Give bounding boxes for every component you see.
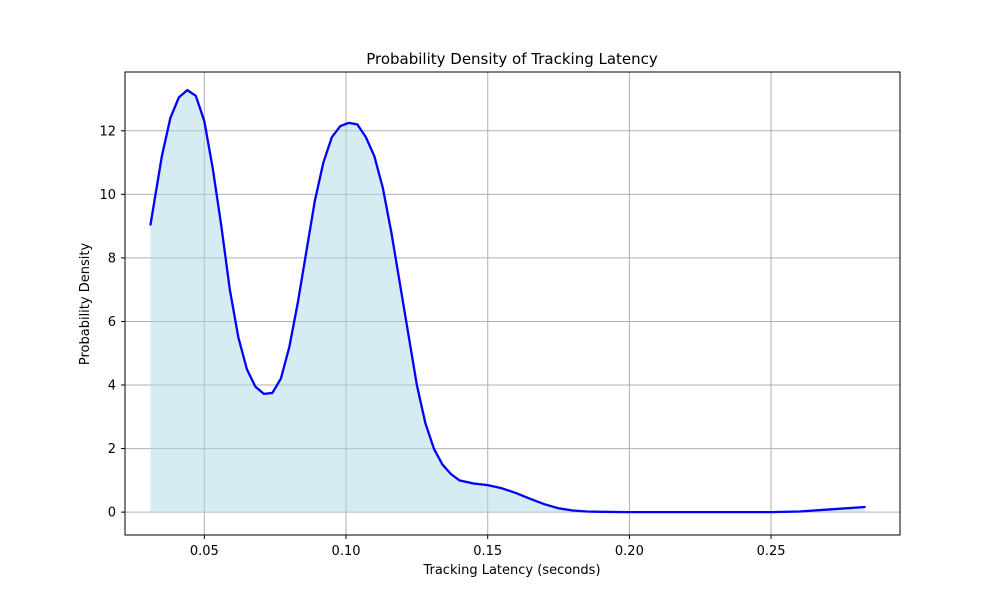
y-tick-label: 2: [108, 442, 116, 457]
chart-title: Probability Density of Tracking Latency: [366, 50, 658, 68]
x-tick-label: 0.10: [332, 544, 361, 559]
x-axis-label: Tracking Latency (seconds): [422, 563, 600, 578]
y-axis-label: Probability Density: [78, 243, 93, 366]
y-tick-label: 8: [108, 251, 116, 266]
x-tick-label: 0.20: [615, 544, 644, 559]
x-tick-label: 0.05: [190, 544, 219, 559]
y-tick-label: 12: [99, 124, 116, 139]
y-tick-label: 10: [99, 188, 116, 203]
x-tick-label: 0.25: [757, 544, 786, 559]
density-line: [149, 88, 866, 514]
y-tick-label: 6: [108, 315, 116, 330]
y-tick-label: 4: [108, 379, 116, 394]
y-axis-ticks: 0 2 4 6 8 10 12: [99, 124, 125, 521]
density-area-fill: [150, 90, 865, 513]
x-axis-ticks: 0.05 0.10 0.15 0.20 0.25: [190, 535, 786, 559]
x-tick-label: 0.15: [473, 544, 502, 559]
axes-frame: [124, 71, 901, 536]
y-tick-label: 0: [108, 506, 116, 521]
